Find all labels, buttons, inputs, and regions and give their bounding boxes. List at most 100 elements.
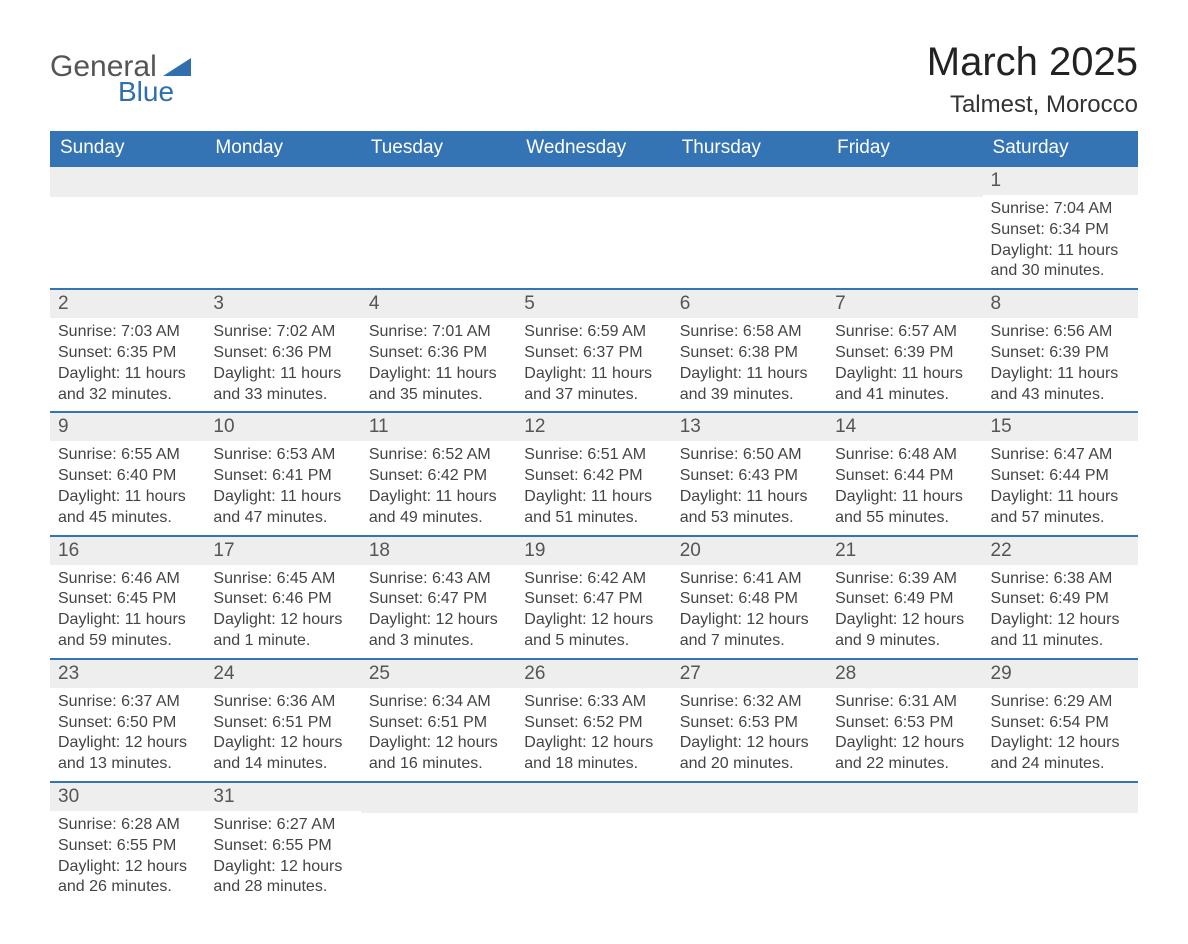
sunset-line: Sunset: 6:49 PM (991, 589, 1130, 610)
calendar-week-row: 16Sunrise: 6:46 AMSunset: 6:45 PMDayligh… (50, 536, 1138, 659)
sunset-line: Sunset: 6:51 PM (213, 713, 352, 734)
sunset-line: Sunset: 6:42 PM (369, 466, 508, 487)
daylight-line: Daylight: 12 hours and 1 minute. (213, 610, 352, 652)
day-number-empty (50, 167, 205, 197)
day-body: Sunrise: 6:58 AMSunset: 6:38 PMDaylight:… (672, 318, 827, 411)
sunrise-line: Sunrise: 6:37 AM (58, 692, 197, 713)
day-number: 20 (672, 537, 827, 565)
day-number-empty (672, 783, 827, 813)
calendar-day-cell: 9Sunrise: 6:55 AMSunset: 6:40 PMDaylight… (50, 412, 205, 535)
day-body: Sunrise: 6:55 AMSunset: 6:40 PMDaylight:… (50, 441, 205, 534)
day-body: Sunrise: 6:46 AMSunset: 6:45 PMDaylight:… (50, 565, 205, 658)
sunrise-line: Sunrise: 6:27 AM (213, 815, 352, 836)
calendar-week-row: 2Sunrise: 7:03 AMSunset: 6:35 PMDaylight… (50, 289, 1138, 412)
day-body: Sunrise: 6:53 AMSunset: 6:41 PMDaylight:… (205, 441, 360, 534)
day-body: Sunrise: 6:34 AMSunset: 6:51 PMDaylight:… (361, 688, 516, 781)
calendar-day-cell: 3Sunrise: 7:02 AMSunset: 6:36 PMDaylight… (205, 289, 360, 412)
column-header: Friday (827, 131, 982, 166)
calendar-day-cell: 20Sunrise: 6:41 AMSunset: 6:48 PMDayligh… (672, 536, 827, 659)
day-number-empty (516, 167, 671, 197)
day-body: Sunrise: 6:45 AMSunset: 6:46 PMDaylight:… (205, 565, 360, 658)
calendar-day-cell: 2Sunrise: 7:03 AMSunset: 6:35 PMDaylight… (50, 289, 205, 412)
sunrise-line: Sunrise: 6:43 AM (369, 569, 508, 590)
daylight-line: Daylight: 11 hours and 37 minutes. (524, 364, 663, 406)
calendar-empty-cell (672, 166, 827, 289)
calendar-day-cell: 12Sunrise: 6:51 AMSunset: 6:42 PMDayligh… (516, 412, 671, 535)
sunset-line: Sunset: 6:36 PM (213, 343, 352, 364)
column-header: Monday (205, 131, 360, 166)
day-body-empty (50, 197, 205, 285)
daylight-line: Daylight: 12 hours and 28 minutes. (213, 857, 352, 899)
logo-text-blue: Blue (118, 76, 174, 108)
calendar-empty-cell (516, 166, 671, 289)
calendar-day-cell: 7Sunrise: 6:57 AMSunset: 6:39 PMDaylight… (827, 289, 982, 412)
sunset-line: Sunset: 6:40 PM (58, 466, 197, 487)
day-number-empty (983, 783, 1138, 813)
sunrise-line: Sunrise: 6:59 AM (524, 322, 663, 343)
day-body-empty (516, 197, 671, 285)
day-number: 4 (361, 290, 516, 318)
sunset-line: Sunset: 6:54 PM (991, 713, 1130, 734)
calendar-empty-cell (205, 166, 360, 289)
day-body: Sunrise: 6:27 AMSunset: 6:55 PMDaylight:… (205, 811, 360, 904)
calendar-day-cell: 1Sunrise: 7:04 AMSunset: 6:34 PMDaylight… (983, 166, 1138, 289)
day-number-empty (827, 783, 982, 813)
day-number-empty (361, 783, 516, 813)
day-body-empty (983, 813, 1138, 901)
day-body: Sunrise: 6:33 AMSunset: 6:52 PMDaylight:… (516, 688, 671, 781)
day-body: Sunrise: 6:56 AMSunset: 6:39 PMDaylight:… (983, 318, 1138, 411)
daylight-line: Daylight: 12 hours and 16 minutes. (369, 733, 508, 775)
calendar-day-cell: 19Sunrise: 6:42 AMSunset: 6:47 PMDayligh… (516, 536, 671, 659)
sunrise-line: Sunrise: 6:50 AM (680, 445, 819, 466)
sunset-line: Sunset: 6:51 PM (369, 713, 508, 734)
day-number: 3 (205, 290, 360, 318)
day-body: Sunrise: 6:43 AMSunset: 6:47 PMDaylight:… (361, 565, 516, 658)
calendar-day-cell: 21Sunrise: 6:39 AMSunset: 6:49 PMDayligh… (827, 536, 982, 659)
daylight-line: Daylight: 11 hours and 45 minutes. (58, 487, 197, 529)
sunrise-line: Sunrise: 7:01 AM (369, 322, 508, 343)
page-subtitle: Talmest, Morocco (927, 91, 1138, 119)
day-body-empty (361, 197, 516, 285)
day-number: 25 (361, 660, 516, 688)
day-number: 16 (50, 537, 205, 565)
day-body: Sunrise: 6:29 AMSunset: 6:54 PMDaylight:… (983, 688, 1138, 781)
sunrise-line: Sunrise: 6:56 AM (991, 322, 1130, 343)
sunset-line: Sunset: 6:43 PM (680, 466, 819, 487)
day-number-empty (672, 167, 827, 197)
calendar-body: 1Sunrise: 7:04 AMSunset: 6:34 PMDaylight… (50, 166, 1138, 904)
sunset-line: Sunset: 6:44 PM (835, 466, 974, 487)
daylight-line: Daylight: 12 hours and 7 minutes. (680, 610, 819, 652)
daylight-line: Daylight: 12 hours and 9 minutes. (835, 610, 974, 652)
daylight-line: Daylight: 11 hours and 39 minutes. (680, 364, 819, 406)
calendar-day-cell: 23Sunrise: 6:37 AMSunset: 6:50 PMDayligh… (50, 659, 205, 782)
day-body: Sunrise: 6:39 AMSunset: 6:49 PMDaylight:… (827, 565, 982, 658)
calendar-day-cell: 11Sunrise: 6:52 AMSunset: 6:42 PMDayligh… (361, 412, 516, 535)
logo: General Blue (50, 50, 191, 108)
daylight-line: Daylight: 12 hours and 18 minutes. (524, 733, 663, 775)
day-body: Sunrise: 6:28 AMSunset: 6:55 PMDaylight:… (50, 811, 205, 904)
sunset-line: Sunset: 6:34 PM (991, 220, 1130, 241)
calendar-empty-cell (827, 782, 982, 904)
column-header: Sunday (50, 131, 205, 166)
daylight-line: Daylight: 12 hours and 5 minutes. (524, 610, 663, 652)
calendar-day-cell: 6Sunrise: 6:58 AMSunset: 6:38 PMDaylight… (672, 289, 827, 412)
sunset-line: Sunset: 6:52 PM (524, 713, 663, 734)
calendar-day-cell: 5Sunrise: 6:59 AMSunset: 6:37 PMDaylight… (516, 289, 671, 412)
daylight-line: Daylight: 11 hours and 51 minutes. (524, 487, 663, 529)
calendar-day-cell: 28Sunrise: 6:31 AMSunset: 6:53 PMDayligh… (827, 659, 982, 782)
day-body-empty (672, 197, 827, 285)
sunrise-line: Sunrise: 6:39 AM (835, 569, 974, 590)
calendar-day-cell: 8Sunrise: 6:56 AMSunset: 6:39 PMDaylight… (983, 289, 1138, 412)
calendar-day-cell: 15Sunrise: 6:47 AMSunset: 6:44 PMDayligh… (983, 412, 1138, 535)
day-body: Sunrise: 6:36 AMSunset: 6:51 PMDaylight:… (205, 688, 360, 781)
day-number: 7 (827, 290, 982, 318)
sunset-line: Sunset: 6:39 PM (835, 343, 974, 364)
column-header: Saturday (983, 131, 1138, 166)
sunrise-line: Sunrise: 6:55 AM (58, 445, 197, 466)
day-body: Sunrise: 7:03 AMSunset: 6:35 PMDaylight:… (50, 318, 205, 411)
sunrise-line: Sunrise: 6:32 AM (680, 692, 819, 713)
day-number: 14 (827, 413, 982, 441)
calendar-day-cell: 31Sunrise: 6:27 AMSunset: 6:55 PMDayligh… (205, 782, 360, 904)
day-body: Sunrise: 6:52 AMSunset: 6:42 PMDaylight:… (361, 441, 516, 534)
sunrise-line: Sunrise: 6:48 AM (835, 445, 974, 466)
